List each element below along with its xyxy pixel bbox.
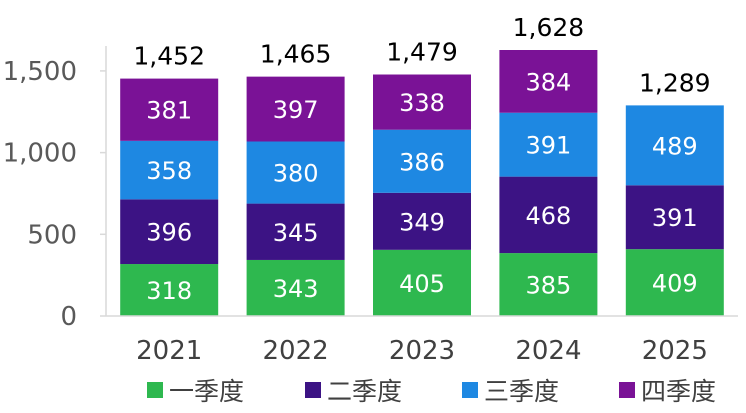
x-tick-label: 2023 <box>389 336 455 366</box>
data-label: 468 <box>525 202 571 230</box>
bar-segment <box>120 199 219 265</box>
bar-segment <box>246 259 345 316</box>
bar-segment <box>499 176 598 254</box>
legend-label: 四季度 <box>641 377 716 406</box>
bars: 318 396 358 381 343 345 380 397 405 349 386 338 385 4… <box>120 50 724 316</box>
x-axis: 2021 2022 2023 2024 2025 <box>106 315 738 366</box>
data-label: 345 <box>273 219 319 247</box>
legend-swatch <box>462 382 478 398</box>
bar-segment <box>373 249 471 316</box>
y-tick-label: 0 <box>60 302 77 332</box>
total-label: 1,289 <box>639 68 711 97</box>
bar-segment <box>246 76 345 142</box>
bar-segment <box>373 74 471 130</box>
bar-segment <box>625 105 724 186</box>
legend-label: 三季度 <box>484 377 559 406</box>
x-tick-label: 2025 <box>642 336 708 366</box>
y-tick-label: 1,500 <box>3 57 77 87</box>
legend: 一季度 二季度 三季度 四季度 <box>147 377 716 406</box>
bar-segment <box>499 253 598 316</box>
x-tick-label: 2021 <box>136 336 202 366</box>
data-label: 391 <box>652 204 698 232</box>
data-label: 409 <box>652 270 698 298</box>
total-label: 1,479 <box>386 38 458 67</box>
data-label: 397 <box>273 96 319 124</box>
bar-segment <box>120 140 219 200</box>
bar-segment <box>499 112 598 177</box>
total-label: 1,452 <box>133 42 205 71</box>
legend-swatch <box>305 382 321 398</box>
bar-segment <box>246 141 345 204</box>
data-label: 358 <box>146 157 192 185</box>
total-labels: 1,452 1,465 1,479 1,628 1,289 <box>133 13 710 97</box>
bar-segment <box>373 192 471 250</box>
y-axis: 0 500 1,000 1,500 <box>3 46 107 332</box>
data-label: 380 <box>273 160 319 188</box>
x-tick-label: 2024 <box>515 336 581 366</box>
data-label: 318 <box>146 277 192 305</box>
y-tick-label: 500 <box>27 220 77 250</box>
bar-segment <box>625 249 724 316</box>
total-label: 1,465 <box>260 40 332 69</box>
bar-segment <box>246 203 345 260</box>
data-label: 338 <box>399 89 445 117</box>
bar-segment <box>120 78 219 141</box>
data-label: 381 <box>146 97 192 125</box>
data-label: 405 <box>399 270 445 298</box>
legend-label: 二季度 <box>327 377 402 406</box>
data-label: 489 <box>652 132 698 160</box>
data-label: 343 <box>273 275 319 303</box>
bar-segment <box>373 129 471 193</box>
bar-segment <box>499 50 598 113</box>
legend-label: 一季度 <box>169 377 244 406</box>
data-label: 391 <box>525 132 571 160</box>
bar-segment <box>625 185 724 250</box>
data-label: 385 <box>525 272 571 300</box>
bar-segment <box>120 264 219 316</box>
legend-swatch <box>619 382 635 398</box>
data-label: 396 <box>146 219 192 247</box>
legend-swatch <box>147 382 163 398</box>
data-label: 384 <box>525 68 571 96</box>
data-label: 386 <box>399 148 445 176</box>
total-label: 1,628 <box>513 13 585 42</box>
data-label: 349 <box>399 208 445 236</box>
x-tick-label: 2022 <box>263 336 329 366</box>
y-tick-label: 1,000 <box>3 139 77 169</box>
